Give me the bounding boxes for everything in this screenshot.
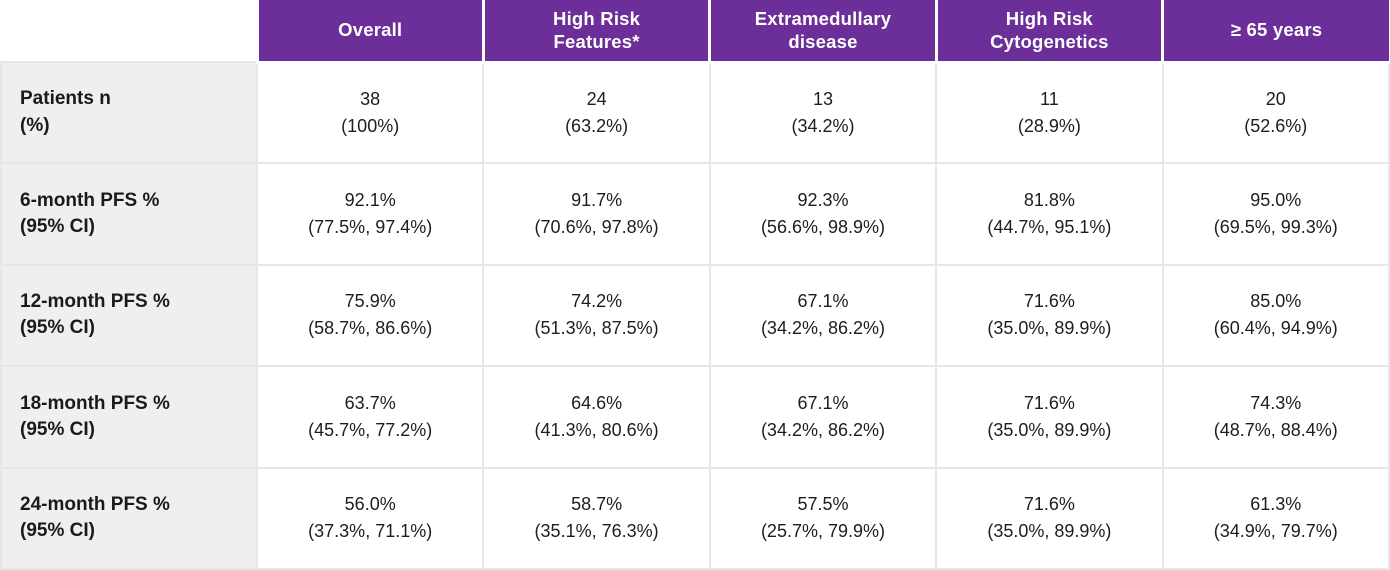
table-row-24-month-pfs: 24-month PFS % (95% CI) 56.0% (37.3%, 71.1… [0, 466, 1390, 570]
row-label-patients-n: Patients n (%) [0, 60, 258, 165]
column-header-overall: Overall [255, 0, 484, 64]
cell-ci: (60.4%, 94.9%) [1213, 318, 1338, 339]
column-header-high-risk-features: High Risk Features* [481, 0, 710, 64]
table-row-patients-n: Patients n (%) 38 (100%) 24 (63.2%) 13 (34.2%)… [0, 60, 1390, 165]
row-label-24-month-pfs: 24-month PFS % (95% CI) [0, 466, 258, 570]
cell-24-month-pfs-col4: 61.3% (34.9%, 79.7%) [1161, 466, 1390, 570]
cell-18-month-pfs-col2: 67.1% (34.2%, 86.2%) [708, 365, 938, 469]
cell-18-month-pfs-col1: 64.6% (41.3%, 80.6%) [482, 365, 711, 469]
table-row-18-month-pfs: 18-month PFS % (95% CI) 63.7% (45.7%, 77.2… [0, 365, 1390, 469]
cell-ci: (69.5%, 99.3%) [1213, 217, 1338, 238]
cell-ci: (51.3%, 87.5%) [534, 318, 659, 339]
cell-ci: (35.0%, 89.9%) [987, 521, 1112, 542]
cell-ci: (28.9%) [1017, 115, 1081, 136]
cell-ci: (77.5%, 97.4%) [308, 217, 433, 238]
cell-value: 92.1% [344, 190, 396, 211]
cell-value: 67.1% [797, 392, 849, 413]
cell-value: 63.7% [344, 392, 396, 413]
cell-value: 71.6% [1023, 494, 1075, 515]
cell-value: 20 [1265, 88, 1286, 109]
cell-ci: (34.2%, 86.2%) [760, 318, 886, 339]
cell-value: 92.3% [797, 190, 849, 211]
cell-ci: (35.1%, 76.3%) [534, 521, 659, 542]
cell-18-month-pfs-col4: 74.3% (48.7%, 88.4%) [1161, 365, 1390, 469]
cell-12-month-pfs-col2: 67.1% (34.2%, 86.2%) [708, 263, 938, 368]
cell-6-month-pfs-col1: 91.7% (70.6%, 97.8%) [482, 162, 711, 266]
cell-ci: (52.6%) [1244, 115, 1308, 136]
cell-12-month-pfs-col0: 75.9% (58.7%, 86.6%) [255, 263, 485, 368]
cell-value: 58.7% [571, 494, 623, 515]
cell-patients-n-col1: 24 (63.2%) [482, 60, 711, 165]
cell-ci: (70.6%, 97.8%) [534, 217, 659, 238]
cell-value: 74.3% [1250, 392, 1302, 413]
cell-patients-n-col0: 38 (100%) [255, 60, 485, 165]
cell-value: 13 [812, 88, 833, 109]
cell-patients-n-col4: 20 (52.6%) [1161, 60, 1390, 165]
cell-24-month-pfs-col1: 58.7% (35.1%, 76.3%) [482, 466, 711, 570]
column-header-extramedullary-disease: Extramedullary disease [708, 0, 937, 64]
cell-6-month-pfs-col3: 81.8% (44.7%, 95.1%) [935, 162, 1164, 266]
cell-ci: (37.3%, 71.1%) [308, 521, 433, 542]
cell-24-month-pfs-col3: 71.6% (35.0%, 89.9%) [935, 466, 1164, 570]
corner-cell [1, 0, 257, 62]
cell-12-month-pfs-col4: 85.0% (60.4%, 94.9%) [1161, 263, 1390, 368]
cell-ci: (58.7%, 86.6%) [308, 318, 433, 339]
cell-18-month-pfs-col0: 63.7% (45.7%, 77.2%) [255, 365, 485, 469]
cell-patients-n-col2: 13 (34.2%) [708, 60, 938, 165]
cell-value: 24 [586, 88, 607, 109]
cell-value: 56.0% [344, 494, 396, 515]
cell-ci: (48.7%, 88.4%) [1213, 419, 1338, 440]
cell-ci: (100%) [341, 115, 400, 136]
cell-value: 74.2% [571, 291, 623, 312]
cell-value: 57.5% [797, 494, 849, 515]
cell-ci: (56.6%, 98.9%) [760, 217, 886, 238]
cell-value: 38 [360, 88, 381, 109]
cell-ci: (63.2%) [565, 115, 629, 136]
cell-24-month-pfs-col0: 56.0% (37.3%, 71.1%) [255, 466, 485, 570]
column-header-65-years: ≥ 65 years [1161, 0, 1389, 64]
cell-ci: (34.2%, 86.2%) [760, 419, 886, 440]
table-row-12-month-pfs: 12-month PFS % (95% CI) 75.9% (58.7%, 86.6… [0, 263, 1390, 368]
cell-ci: (45.7%, 77.2%) [308, 419, 433, 440]
cell-value: 95.0% [1250, 190, 1302, 211]
cell-value: 61.3% [1250, 494, 1302, 515]
cell-ci: (35.0%, 89.9%) [987, 419, 1112, 440]
cell-ci: (34.2%) [791, 115, 855, 136]
header-row: Overall High Risk Features* Extramedullary… [1, 0, 1389, 64]
cell-value: 85.0% [1250, 291, 1302, 312]
cell-6-month-pfs-col2: 92.3% (56.6%, 98.9%) [708, 162, 938, 266]
cell-patients-n-col3: 11 (28.9%) [935, 60, 1164, 165]
cell-6-month-pfs-col0: 92.1% (77.5%, 97.4%) [255, 162, 485, 266]
cell-ci: (41.3%, 80.6%) [534, 419, 659, 440]
cell-value: 67.1% [797, 291, 849, 312]
cell-value: 11 [1040, 88, 1059, 109]
cell-value: 91.7% [571, 190, 623, 211]
cell-12-month-pfs-col1: 74.2% (51.3%, 87.5%) [482, 263, 711, 368]
cell-18-month-pfs-col3: 71.6% (35.0%, 89.9%) [935, 365, 1164, 469]
cell-value: 71.6% [1023, 392, 1075, 413]
row-label-18-month-pfs: 18-month PFS % (95% CI) [0, 365, 258, 469]
cell-value: 64.6% [571, 392, 623, 413]
cell-value: 75.9% [344, 291, 396, 312]
column-header-high-risk-cytogenetics: High Risk Cytogenetics [934, 0, 1163, 64]
cell-24-month-pfs-col2: 57.5% (25.7%, 79.9%) [708, 466, 938, 570]
cell-value: 81.8% [1023, 190, 1075, 211]
cell-6-month-pfs-col4: 95.0% (69.5%, 99.3%) [1161, 162, 1390, 266]
cell-ci: (35.0%, 89.9%) [987, 318, 1112, 339]
cell-value: 71.6% [1023, 291, 1075, 312]
table-row-6-month-pfs: 6-month PFS % (95% CI) 92.1% (77.5%, 97.4%… [0, 162, 1390, 266]
cell-ci: (34.9%, 79.7%) [1213, 521, 1338, 542]
cell-ci: (25.7%, 79.9%) [760, 521, 886, 542]
cell-ci: (44.7%, 95.1%) [987, 217, 1112, 238]
row-label-12-month-pfs: 12-month PFS % (95% CI) [0, 263, 258, 368]
cell-12-month-pfs-col3: 71.6% (35.0%, 89.9%) [935, 263, 1164, 368]
row-label-6-month-pfs: 6-month PFS % (95% CI) [0, 162, 258, 266]
